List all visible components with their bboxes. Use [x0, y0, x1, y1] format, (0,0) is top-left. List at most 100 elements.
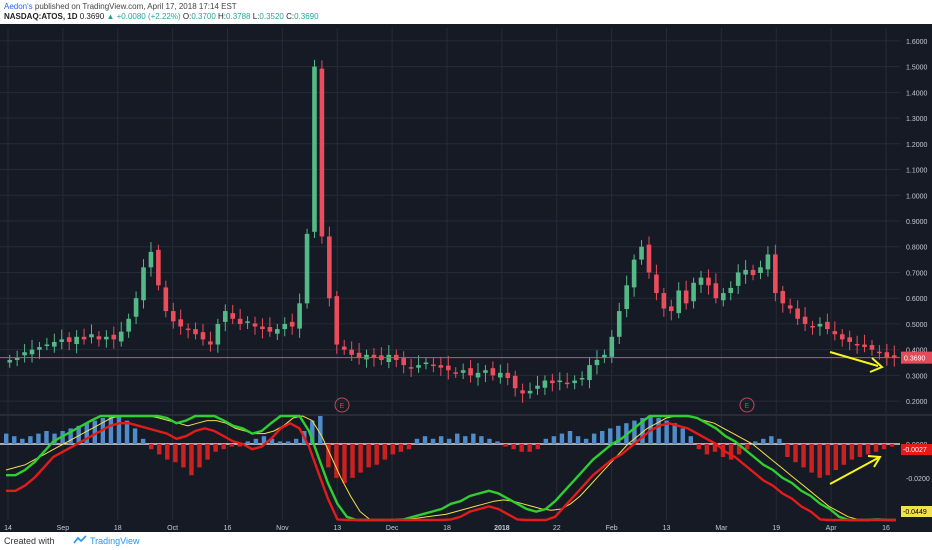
candle-body: [193, 329, 198, 335]
candle-body: [713, 283, 719, 299]
candle-body: [817, 323, 823, 327]
publish-line: Aedon's published on TradingView.com, Ap…: [4, 2, 237, 11]
histogram-bar: [277, 441, 283, 444]
candle-body: [408, 367, 414, 369]
oscillator-arrow-head-icon: [867, 455, 882, 468]
candle-body: [111, 334, 117, 340]
histogram-bar: [245, 441, 251, 444]
price-change: +0.0080 (+2.22%): [116, 12, 181, 21]
candle-body: [118, 331, 124, 342]
histogram-bar: [140, 438, 146, 444]
candle-body: [312, 66, 317, 232]
histogram-bar: [527, 444, 532, 452]
histogram-bar: [535, 444, 540, 450]
histogram-bar: [261, 436, 267, 444]
candle-body: [141, 267, 146, 301]
histogram-bar: [777, 438, 782, 444]
candle-body: [416, 365, 421, 368]
histogram-bar: [519, 444, 524, 452]
candle-body: [884, 352, 890, 358]
candle-body: [743, 269, 748, 275]
histogram-bar: [132, 428, 138, 444]
candle-body: [126, 318, 131, 332]
histogram-bar: [181, 444, 186, 468]
histogram-bar: [4, 433, 9, 444]
candle-body: [468, 368, 473, 376]
chart-canvas[interactable]: 1.6000 1.5000 1.4000 1.3000 1.2000 1.1000 1.00…: [0, 24, 932, 532]
chart-area[interactable]: 1.6000 1.5000 1.4000 1.3000 1.2000 1.1000 1.00…: [0, 24, 932, 532]
candle-body: [631, 259, 637, 288]
histogram-bar: [285, 441, 291, 444]
candle-body: [505, 372, 511, 378]
oscillator-tick-label: -0.0200: [906, 476, 930, 483]
candle-body: [773, 254, 778, 294]
candle-body: [282, 323, 288, 330]
candle-body: [267, 327, 273, 332]
candle-body: [66, 337, 72, 342]
histogram-bar: [889, 444, 895, 447]
author-link[interactable]: Aedon's: [4, 2, 33, 11]
overlays: 0.3690 E E -0.0027 -0.0449: [0, 351, 932, 517]
histogram-bar: [753, 441, 758, 444]
candle-body: [557, 380, 563, 383]
tradingview-brand[interactable]: TradingView: [90, 536, 140, 546]
candle-body: [297, 303, 302, 329]
fast-signal-line: [6, 414, 896, 522]
candle-body: [37, 347, 42, 350]
histogram-bar: [350, 444, 355, 478]
tradingview-logo-icon: [73, 535, 87, 544]
candle-body: [252, 323, 258, 327]
histogram-bar: [382, 444, 387, 460]
candle-body: [587, 365, 592, 381]
histogram-bar: [632, 420, 637, 444]
candle-body: [96, 336, 102, 340]
histogram-bar: [479, 436, 484, 444]
histogram-bar: [422, 436, 428, 444]
x-tick-label: Feb: [606, 525, 618, 532]
earnings-marker-icon: [739, 397, 755, 413]
histogram-bar: [148, 444, 154, 450]
histogram-bar: [116, 416, 122, 444]
histogram-bar: [165, 444, 170, 460]
x-tick-label: 16: [224, 525, 232, 532]
candle-body: [832, 331, 838, 335]
high-label: H:: [218, 12, 227, 21]
candle-body: [698, 277, 704, 285]
histogram-bar: [463, 436, 468, 444]
symbol-label[interactable]: NASDAQ:ATOS, 1D: [4, 12, 78, 21]
histogram-bar: [551, 436, 557, 444]
histogram-bar: [511, 444, 516, 450]
candle-body: [215, 323, 221, 345]
candle-body: [609, 336, 615, 357]
histogram-bar: [503, 444, 508, 447]
candle-body: [847, 337, 852, 342]
histogram-bar: [696, 444, 702, 450]
histogram-bar: [608, 428, 613, 444]
candle-body: [795, 308, 800, 319]
histogram-bar: [237, 444, 242, 447]
histogram-bar: [390, 444, 396, 455]
x-tick-label: Dec: [386, 525, 399, 532]
candle-body: [74, 336, 79, 345]
price-tick-label: 1.4000: [906, 90, 928, 97]
histogram-bar: [455, 433, 460, 444]
x-tick-label: 2018: [494, 525, 510, 532]
candle-body: [475, 372, 481, 378]
candle-body: [683, 290, 689, 304]
histogram-bar: [761, 438, 766, 444]
histogram-bar: [495, 441, 500, 444]
x-tick-label: 14: [4, 525, 12, 532]
candle-body: [877, 351, 882, 354]
histogram-bar: [197, 444, 202, 468]
histogram-bar: [334, 444, 339, 478]
price-tick-label: 0.7000: [906, 270, 928, 277]
price-tick-label: 1.2000: [906, 142, 928, 149]
histogram-bar: [857, 444, 863, 457]
candle-body: [431, 364, 436, 367]
candle-body: [802, 316, 808, 324]
oscillator-value-tag: [901, 444, 932, 455]
histogram-bar: [736, 444, 742, 455]
candle-body: [22, 352, 27, 356]
histogram-bar: [84, 423, 89, 444]
histogram-bar: [591, 433, 597, 444]
